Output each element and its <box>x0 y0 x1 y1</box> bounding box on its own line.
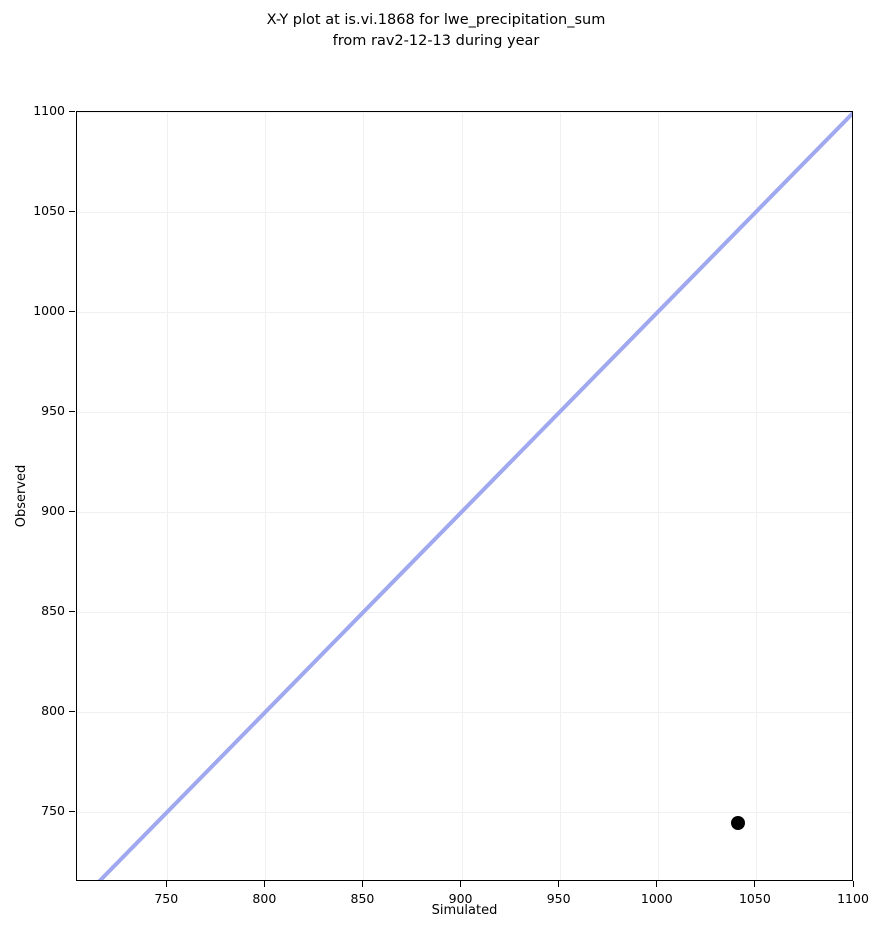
data-point[interactable] <box>731 816 746 830</box>
y-tick-label: 1000 <box>33 303 65 318</box>
gridline-vertical <box>167 112 169 880</box>
x-tick-mark <box>558 881 560 887</box>
y-tick-mark <box>69 210 75 212</box>
x-axis-label: Simulated <box>431 903 498 918</box>
y-tick-mark <box>69 310 75 312</box>
x-tick-label: 800 <box>252 891 277 906</box>
y-tick-mark <box>69 110 75 112</box>
gridline-vertical <box>755 112 757 880</box>
chart-title: X-Y plot at is.vi.1868 for lwe_precipita… <box>0 10 872 52</box>
y-tick-label: 1100 <box>33 103 65 118</box>
y-tick-mark <box>69 510 75 512</box>
y-tick-label: 1050 <box>33 203 65 218</box>
x-tick-mark <box>852 881 854 887</box>
gridline-vertical <box>363 112 365 880</box>
gridline-horizontal <box>77 212 852 213</box>
chart-title-line-1: X-Y plot at is.vi.1868 for lwe_precipita… <box>266 12 606 28</box>
x-tick-label: 850 <box>350 891 375 906</box>
y-tick-label: 900 <box>41 503 65 518</box>
gridline-horizontal <box>77 512 852 513</box>
y-tick-label: 800 <box>41 703 65 718</box>
x-tick-label: 750 <box>154 891 179 906</box>
x-tick-label: 900 <box>448 891 473 906</box>
gridline-horizontal <box>77 312 852 313</box>
gridline-horizontal <box>77 712 852 713</box>
gridline-vertical <box>265 112 267 880</box>
x-tick-label: 1100 <box>837 891 869 906</box>
plot-area <box>76 111 853 881</box>
x-tick-mark <box>754 881 756 887</box>
gridline-vertical <box>559 112 561 880</box>
x-tick-mark <box>361 881 364 887</box>
x-tick-mark <box>263 881 265 887</box>
gridline-horizontal <box>77 112 852 113</box>
gridline-horizontal <box>77 412 852 413</box>
y-axis-label: Observed <box>14 464 29 528</box>
y-tick-mark <box>69 710 75 712</box>
y-tick-mark <box>69 810 75 812</box>
y-tick-label: 950 <box>41 403 65 418</box>
x-tick-label: 1000 <box>640 891 673 906</box>
gridline-horizontal <box>77 812 852 813</box>
x-tick-mark <box>165 881 167 887</box>
x-tick-mark <box>656 881 658 887</box>
gridline-vertical <box>461 112 463 880</box>
gridline-vertical <box>657 112 659 880</box>
x-tick-label: 1050 <box>738 891 771 906</box>
x-tick-label: 950 <box>546 891 571 906</box>
one-to-one-reference-line <box>97 112 852 880</box>
y-tick-label: 850 <box>41 603 65 618</box>
gridline-horizontal <box>77 612 852 613</box>
x-tick-mark <box>460 881 462 887</box>
chart-title-line-2: from rav2-12-13 during year <box>332 33 540 49</box>
y-tick-mark <box>69 410 75 412</box>
y-tick-mark <box>69 610 75 612</box>
y-tick-label: 750 <box>41 803 65 818</box>
